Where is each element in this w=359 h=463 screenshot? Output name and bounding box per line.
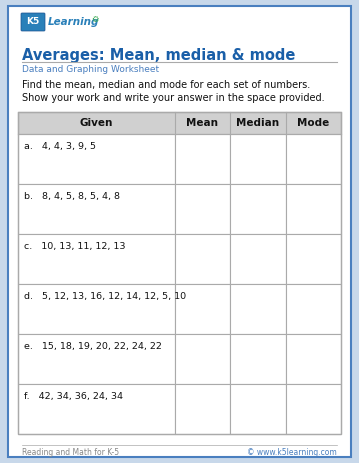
Text: a.   4, 4, 3, 9, 5: a. 4, 4, 3, 9, 5 — [24, 142, 96, 151]
Bar — [18, 234, 175, 284]
Bar — [175, 384, 229, 434]
Bar — [18, 112, 341, 134]
FancyBboxPatch shape — [21, 13, 45, 31]
Bar — [286, 134, 341, 184]
Text: d.   5, 12, 13, 16, 12, 14, 12, 5, 10: d. 5, 12, 13, 16, 12, 14, 12, 5, 10 — [24, 292, 186, 301]
Bar — [175, 234, 229, 284]
Bar — [18, 384, 175, 434]
Text: Given: Given — [80, 118, 113, 128]
Bar — [175, 284, 229, 334]
Bar — [229, 184, 286, 234]
Bar — [18, 112, 341, 434]
Bar — [175, 134, 229, 184]
Text: Mode: Mode — [297, 118, 330, 128]
Bar — [286, 184, 341, 234]
Bar — [175, 334, 229, 384]
Bar — [229, 334, 286, 384]
Text: © www.k5learning.com: © www.k5learning.com — [247, 448, 337, 457]
Text: Averages: Mean, median & mode: Averages: Mean, median & mode — [22, 48, 295, 63]
FancyBboxPatch shape — [8, 6, 351, 457]
Text: K5: K5 — [26, 18, 39, 26]
Bar — [229, 134, 286, 184]
Text: ⚙: ⚙ — [91, 14, 99, 24]
Text: Learning: Learning — [48, 17, 99, 27]
Text: Find the mean, median and mode for each set of numbers.: Find the mean, median and mode for each … — [22, 80, 310, 90]
Bar — [18, 334, 175, 384]
Bar — [286, 384, 341, 434]
Text: Reading and Math for K-5: Reading and Math for K-5 — [22, 448, 119, 457]
Text: Mean: Mean — [186, 118, 218, 128]
Bar — [18, 134, 175, 184]
Text: Data and Graphing Worksheet: Data and Graphing Worksheet — [22, 65, 159, 74]
Text: Median: Median — [236, 118, 279, 128]
Bar — [286, 334, 341, 384]
Text: e.   15, 18, 19, 20, 22, 24, 22: e. 15, 18, 19, 20, 22, 24, 22 — [24, 342, 162, 351]
Bar — [18, 184, 175, 234]
Bar — [229, 284, 286, 334]
Text: f.   42, 34, 36, 24, 34: f. 42, 34, 36, 24, 34 — [24, 392, 123, 401]
Bar — [18, 284, 175, 334]
Bar — [229, 384, 286, 434]
Text: b.   8, 4, 5, 8, 5, 4, 8: b. 8, 4, 5, 8, 5, 4, 8 — [24, 192, 120, 201]
Bar — [286, 284, 341, 334]
Text: Show your work and write your answer in the space provided.: Show your work and write your answer in … — [22, 93, 325, 103]
Bar — [286, 234, 341, 284]
Bar — [229, 234, 286, 284]
Text: c.   10, 13, 11, 12, 13: c. 10, 13, 11, 12, 13 — [24, 242, 126, 251]
Bar — [175, 184, 229, 234]
